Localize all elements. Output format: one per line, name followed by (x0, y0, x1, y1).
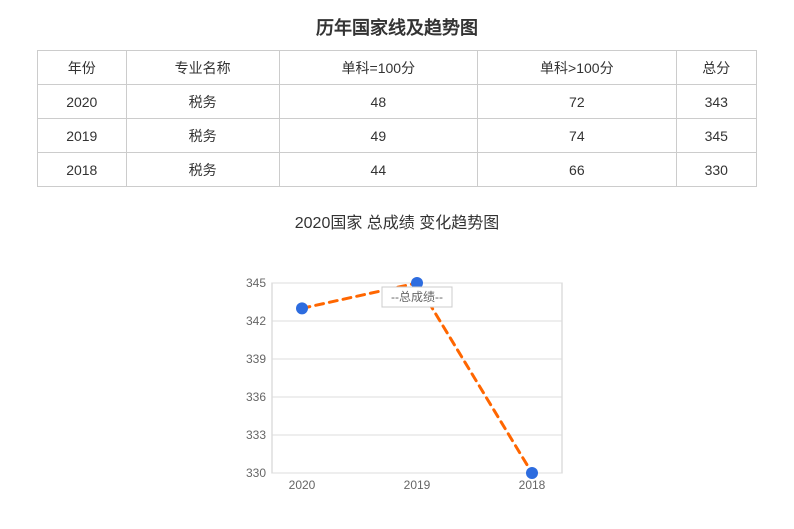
svg-text:--总成绩--: --总成绩-- (391, 290, 443, 304)
svg-text:339: 339 (246, 352, 266, 366)
cell: 345 (676, 119, 756, 153)
table-row: 2018 税务 44 66 330 (38, 153, 757, 187)
svg-text:345: 345 (246, 276, 266, 290)
table-header-row: 年份 专业名称 单科=100分 单科>100分 总分 (38, 51, 757, 85)
page-title: 历年国家线及趋势图 (0, 0, 794, 50)
cell: 48 (279, 85, 478, 119)
cell: 49 (279, 119, 478, 153)
cell: 2019 (38, 119, 127, 153)
cell: 44 (279, 153, 478, 187)
table-row: 2019 税务 49 74 345 (38, 119, 757, 153)
cell: 66 (478, 153, 677, 187)
trend-chart-svg: 330 333 336 339 342 345 2020 2019 2018 --总成绩-- (217, 243, 577, 503)
svg-text:333: 333 (246, 428, 266, 442)
svg-text:2020: 2020 (289, 478, 316, 492)
cell: 330 (676, 153, 756, 187)
cell: 74 (478, 119, 677, 153)
score-table: 年份 专业名称 单科=100分 单科>100分 总分 2020 税务 48 72… (37, 50, 757, 187)
cell: 343 (676, 85, 756, 119)
table-row: 2020 税务 48 72 343 (38, 85, 757, 119)
cell: 税务 (126, 119, 279, 153)
trend-chart: 330 333 336 339 342 345 2020 2019 2018 --总成绩-- (217, 243, 577, 503)
col-major: 专业名称 (126, 51, 279, 85)
svg-text:342: 342 (246, 314, 266, 328)
svg-text:2018: 2018 (519, 478, 546, 492)
col-total: 总分 (676, 51, 756, 85)
cell: 72 (478, 85, 677, 119)
chart-title: 2020国家 总成绩 变化趋势图 (0, 209, 794, 233)
cell: 2020 (38, 85, 127, 119)
svg-text:330: 330 (246, 466, 266, 480)
cell: 税务 (126, 153, 279, 187)
col-year: 年份 (38, 51, 127, 85)
cell: 税务 (126, 85, 279, 119)
svg-text:2019: 2019 (404, 478, 431, 492)
col-sub-gt100: 单科>100分 (478, 51, 677, 85)
cell: 2018 (38, 153, 127, 187)
col-sub-eq100: 单科=100分 (279, 51, 478, 85)
svg-text:336: 336 (246, 390, 266, 404)
